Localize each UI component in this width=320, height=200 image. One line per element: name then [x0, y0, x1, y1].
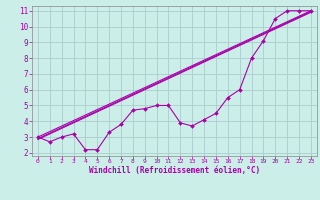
X-axis label: Windchill (Refroidissement éolien,°C): Windchill (Refroidissement éolien,°C) — [89, 166, 260, 175]
